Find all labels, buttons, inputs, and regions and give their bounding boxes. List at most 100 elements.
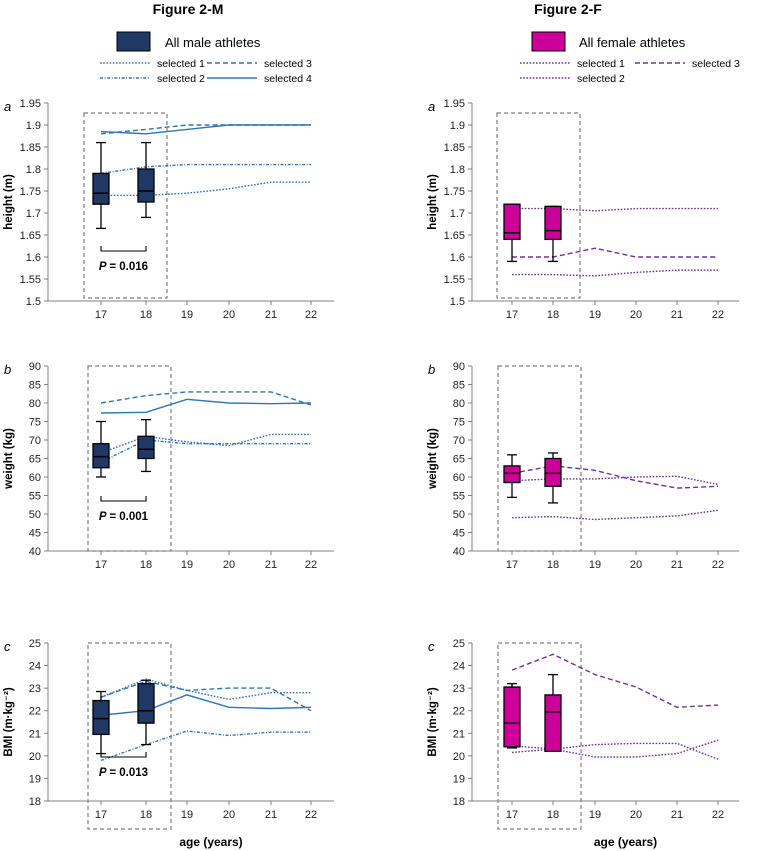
box-iqr xyxy=(92,172,110,205)
x-tick-label: 22 xyxy=(712,809,724,821)
legend-male-item-label: selected 1 xyxy=(157,58,205,70)
x-tick-label: 22 xyxy=(712,559,724,571)
y-tick-label: 1.95 xyxy=(20,98,41,110)
x-tick-label: 18 xyxy=(140,809,152,821)
series-line-selected-1 xyxy=(100,678,311,701)
legend-female-item-label: selected 3 xyxy=(692,58,740,70)
x-tick-label: 20 xyxy=(223,309,235,321)
box-iqr xyxy=(544,205,562,241)
x-tick-label: 20 xyxy=(630,809,642,821)
y-tick-label: 19 xyxy=(453,773,465,785)
x-tick-label: 21 xyxy=(671,809,683,821)
legend-female-box-swatch xyxy=(531,31,566,52)
box-plot-17 xyxy=(503,682,521,749)
y-tick-label: 65 xyxy=(453,454,465,466)
legend-female-main-label: All female athletes xyxy=(579,35,686,50)
y-tick-label: 1.95 xyxy=(444,98,465,110)
p-value: = 0.016 xyxy=(109,261,148,273)
series-line-selected-3 xyxy=(511,465,719,489)
x-tick-label: 22 xyxy=(305,309,317,321)
x-tick-label: 21 xyxy=(671,559,683,571)
x-tick-label: 19 xyxy=(589,559,601,571)
chart-female-bmi: 18 19 20 21 22 23 24 25 17 18 19 20 21 22 BMI (m·kg⁻²)… xyxy=(427,638,739,849)
y-tick-label: 80 xyxy=(453,398,465,410)
x-tick-label: 18 xyxy=(547,309,559,321)
y-tick-label: 22 xyxy=(453,706,465,718)
box-plot-18 xyxy=(544,452,562,504)
series-line-selected-3 xyxy=(100,680,312,712)
significance-bracket xyxy=(100,496,147,502)
p-value-label: P = 0.001 xyxy=(99,511,149,523)
x-tick-label: 22 xyxy=(305,809,317,821)
legend-male-item-label: selected 4 xyxy=(264,73,312,85)
box-plot-18 xyxy=(544,205,562,263)
box-plot-17 xyxy=(92,141,110,230)
y-tick-label: 21 xyxy=(453,728,465,740)
series-line-selected-4 xyxy=(100,398,312,414)
box-iqr xyxy=(92,443,110,469)
y-tick-label: 1.75 xyxy=(444,186,465,198)
series-line-selected-1 xyxy=(511,742,719,760)
y-tick-label: 85 xyxy=(453,380,465,392)
p-value: = 0.001 xyxy=(109,511,148,523)
highlight-box xyxy=(83,112,168,299)
x-tick-label: 21 xyxy=(265,809,277,821)
y-tick-label: 1.7 xyxy=(26,208,41,220)
x-axis-label: age (years) xyxy=(594,835,657,849)
p-value-label: P = 0.016 xyxy=(99,261,148,273)
p-value-label: P = 0.013 xyxy=(99,767,148,779)
series-line-selected-2 xyxy=(100,730,311,762)
box-plot-18 xyxy=(137,418,155,473)
panel-letter: c xyxy=(4,639,11,654)
chart-male-bmi: 18 19 20 21 22 23 24 25 17 18 19 20 21 22 BMI (m·kg⁻²)… xyxy=(3,638,334,849)
y-tick-label: 40 xyxy=(453,546,465,558)
box-iqr xyxy=(92,699,110,736)
box-plot-17 xyxy=(92,420,110,478)
y-axis-label: weight (kg) xyxy=(427,428,439,490)
y-tick-label: 1.65 xyxy=(20,230,41,242)
y-axis-label: BMI (m·kg⁻²) xyxy=(427,687,439,756)
box-iqr xyxy=(137,168,155,203)
x-axis-label: age (years) xyxy=(179,835,242,849)
panel-letter: a xyxy=(428,99,435,114)
legend-male-box-swatch xyxy=(116,31,151,52)
y-tick-label: 25 xyxy=(453,638,465,650)
x-tick-label: 20 xyxy=(223,559,235,571)
x-tick-label: 19 xyxy=(181,809,193,821)
legend-male-item-label: selected 2 xyxy=(157,73,205,85)
y-tick-label: 1.6 xyxy=(26,252,41,264)
x-tick-label: 18 xyxy=(547,809,559,821)
box-iqr xyxy=(503,686,521,748)
legend-male: All male athletes selected 1 selected 3 … xyxy=(100,31,312,85)
x-tick-label: 19 xyxy=(181,309,193,321)
panel-letter: b xyxy=(428,362,435,377)
y-tick-label: 19 xyxy=(29,773,41,785)
y-tick-label: 1.75 xyxy=(20,186,41,198)
y-tick-label: 23 xyxy=(29,683,41,695)
y-tick-label: 90 xyxy=(453,361,465,373)
panel-letter: c xyxy=(428,639,435,654)
box-plot-17 xyxy=(503,203,521,263)
series-line-selected-1 xyxy=(101,181,311,197)
series-line-selected-3 xyxy=(512,247,718,258)
y-tick-label: 60 xyxy=(29,472,41,484)
y-tick-label: 40 xyxy=(29,546,41,558)
series-line-selected-2 xyxy=(100,439,311,463)
highlight-box xyxy=(496,112,581,299)
x-tick-label: 19 xyxy=(181,559,193,571)
y-axis-label: height (m) xyxy=(3,174,15,230)
y-tick-label: 75 xyxy=(453,417,465,429)
box-iqr xyxy=(137,682,155,724)
chart-female-weight: 40 45 50 55 60 65 70 75 80 85 90 17 18 19 20 21 22 weight… xyxy=(427,361,739,571)
legend-female-item-label: selected 2 xyxy=(577,73,625,85)
legend-female: All female athletes selected 1 selected … xyxy=(520,31,740,85)
x-tick-label: 19 xyxy=(589,809,601,821)
box-plot-18 xyxy=(137,679,155,746)
box-plot-18 xyxy=(544,673,562,752)
y-tick-label: 1.8 xyxy=(450,164,465,176)
y-tick-label: 25 xyxy=(29,638,41,650)
series-line-selected-2 xyxy=(511,509,719,521)
p-value: = 0.013 xyxy=(109,767,148,779)
series-line-selected-2 xyxy=(512,269,718,277)
box-iqr xyxy=(503,465,521,484)
